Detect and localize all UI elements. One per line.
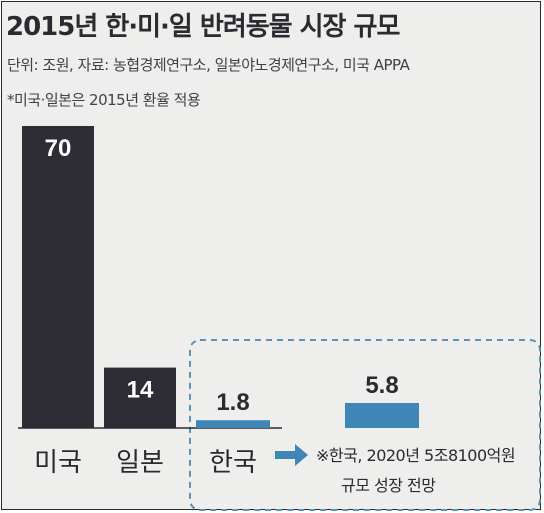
category-label-korea: 한국 <box>209 448 257 478</box>
bar-usa <box>22 126 94 428</box>
category-label-usa: 미국 <box>34 448 82 478</box>
bar-japan <box>104 367 176 428</box>
category-label-japan: 일본 <box>116 448 164 478</box>
value-label-projection: 5.8 <box>365 372 398 399</box>
projection-box <box>189 339 541 511</box>
projection-annotation-line-2: 규모 성장 전망 <box>341 476 436 495</box>
source-line: 단위: 조원, 자료: 농협경제연구소, 일본야노경제연구소, 미국 APPA <box>7 56 410 74</box>
projection-annotation-line-1: ※한국, 2020년 5조8100억원 <box>316 446 515 465</box>
value-label-japan: 14 <box>127 377 154 404</box>
value-label-usa: 70 <box>45 135 72 162</box>
chart-title: 2015년 한·미·일 반려동물 시장 규모 <box>6 12 400 42</box>
bar-korea-2020-projection <box>345 402 419 428</box>
exchange-rate-note: *미국·일본은 2015년 환율 적용 <box>7 91 201 109</box>
value-label-korea: 1.8 <box>216 389 249 416</box>
bar-korea <box>196 420 270 428</box>
arrow-right-icon <box>275 444 308 466</box>
